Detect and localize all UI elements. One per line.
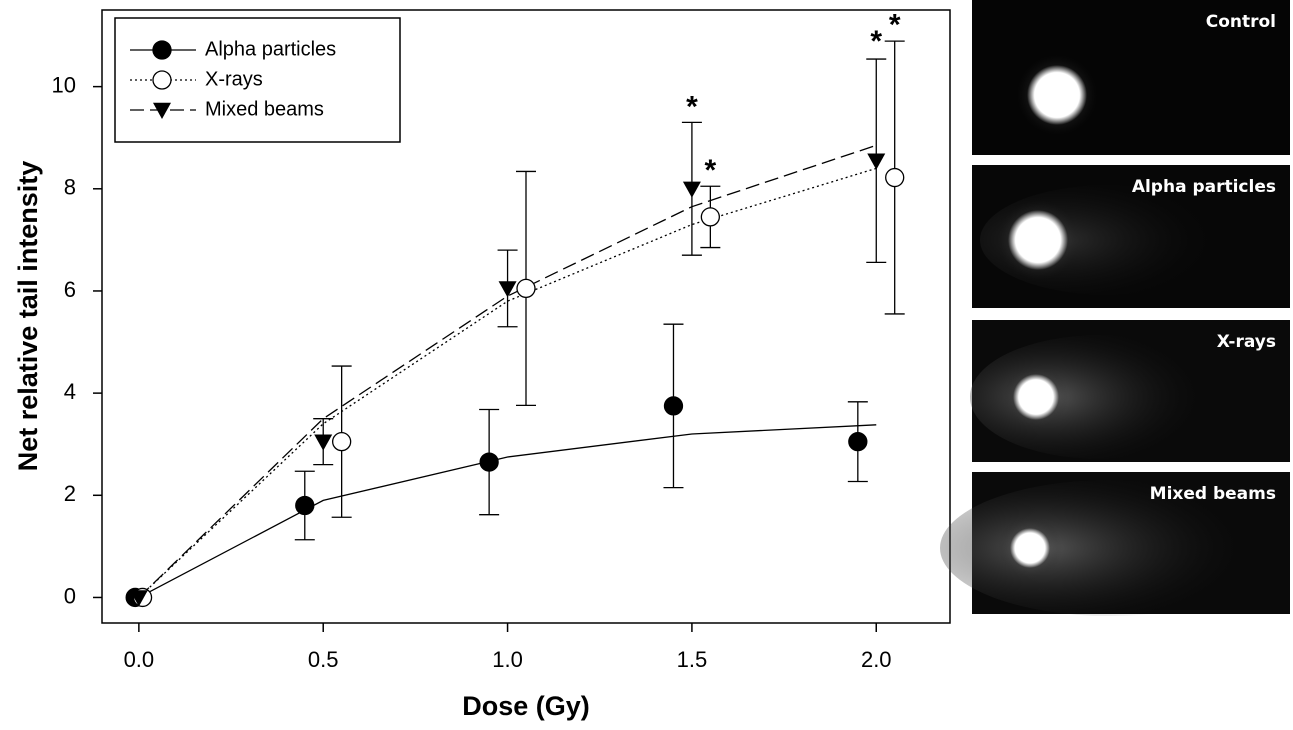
panel-label: Mixed beams: [1150, 484, 1276, 504]
marker: [129, 590, 148, 607]
y-tick-label: 2: [64, 481, 76, 506]
y-tick-label: 4: [64, 379, 76, 404]
panel-label: Alpha particles: [1132, 177, 1276, 197]
x-tick-label: 1.5: [677, 647, 708, 672]
y-axis-title: Net relative tail intensity: [13, 161, 43, 472]
legend-label: X-rays: [205, 68, 263, 90]
marker: [848, 432, 868, 452]
marker: [314, 434, 333, 451]
fit-line: [138, 424, 877, 599]
comet-head: [1027, 65, 1087, 125]
legend-label: Alpha particles: [205, 38, 336, 60]
marker: [498, 281, 517, 298]
y-tick-label: 6: [64, 277, 76, 302]
comet-panels: [940, 0, 1290, 616]
x-tick-label: 1.0: [492, 647, 523, 672]
x-tick-label: 2.0: [861, 647, 892, 672]
marker: [867, 153, 886, 170]
fit-line: [138, 144, 877, 598]
y-tick-label: 0: [64, 583, 76, 608]
legend-marker: [153, 102, 171, 119]
x-axis-title: Dose (Gy): [462, 691, 590, 721]
panel-label: Control: [1206, 12, 1276, 32]
x-tick-label: 0.0: [124, 647, 155, 672]
marker: [663, 396, 684, 416]
marker: [700, 207, 720, 227]
marker: [516, 278, 536, 299]
comet-head: [1008, 210, 1068, 270]
significance-mark: *: [686, 90, 698, 123]
x-tick-label: 0.5: [308, 647, 339, 672]
significance-mark: *: [705, 154, 717, 187]
plot-frame: [101, 9, 951, 624]
marker: [885, 167, 905, 188]
significance-mark: *: [870, 25, 882, 58]
y-tick-label: 8: [64, 175, 76, 200]
significance-mark: *: [889, 9, 901, 42]
marker: [295, 495, 315, 516]
legend-marker: [152, 70, 172, 90]
comet-head: [1013, 374, 1059, 420]
marker: [479, 452, 499, 472]
comet-tail: [940, 480, 1280, 616]
legend-marker: [152, 40, 172, 60]
y-tick-label: 10: [52, 72, 76, 97]
panel-label: X-rays: [1217, 332, 1276, 352]
marker: [332, 432, 352, 452]
comet-head: [1010, 528, 1050, 568]
legend-label: Mixed beams: [205, 98, 324, 120]
fit-line: [138, 167, 877, 598]
marker: [682, 181, 701, 198]
